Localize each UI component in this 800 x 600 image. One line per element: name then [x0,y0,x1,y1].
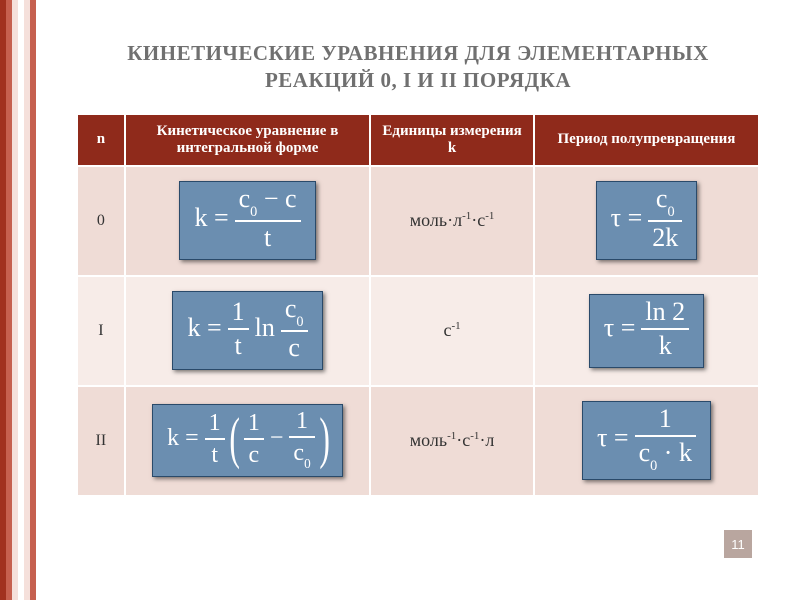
order-cell: 0 [77,166,125,276]
units-cell: с-1 [370,276,534,386]
units-cell: моль·л-1·с-1 [370,166,534,276]
equation-cell: k =1tlnc0c [125,276,371,386]
formula-box: k =1t(1c−1c0) [152,404,343,477]
table-body: 0 k =c0 − ct моль·л-1·с-1 τ =c02k I k =1… [77,166,759,496]
col-header-equation: Кинетическое уравнение в интегральной фо… [125,114,371,166]
equation-cell: k =1t(1c−1c0) [125,386,371,496]
kinetics-table: n Кинетическое уравнение в интегральной … [76,113,760,497]
formula-box: τ =1c0 · k [582,401,711,479]
col-header-halflife: Период полупревращения [534,114,759,166]
table-row: II k =1t(1c−1c0) моль-1·с-1·л τ =1c0 · k [77,386,759,496]
table-row: 0 k =c0 − ct моль·л-1·с-1 τ =c02k [77,166,759,276]
order-cell: II [77,386,125,496]
table-row: I k =1tlnc0c с-1 τ =ln 2k [77,276,759,386]
left-accent-rail [0,0,36,600]
table-header-row: n Кинетическое уравнение в интегральной … [77,114,759,166]
col-header-units: Единицы измерения k [370,114,534,166]
formula-box: k =c0 − ct [179,181,315,259]
page-number: 11 [724,530,752,558]
halflife-cell: τ =c02k [534,166,759,276]
formula-box: k =1tlnc0c [172,291,322,369]
halflife-cell: τ =ln 2k [534,276,759,386]
order-cell: I [77,276,125,386]
halflife-cell: τ =1c0 · k [534,386,759,496]
equation-cell: k =c0 − ct [125,166,371,276]
slide-body: КИНЕТИЧЕСКИЕ УРАВНЕНИЯ ДЛЯ ЭЛЕМЕНТАРНЫХ … [36,0,800,600]
formula-box: τ =c02k [596,181,698,259]
formula-box: τ =ln 2k [589,294,704,368]
slide-title: КИНЕТИЧЕСКИЕ УРАВНЕНИЯ ДЛЯ ЭЛЕМЕНТАРНЫХ … [76,40,760,95]
col-header-order: n [77,114,125,166]
units-cell: моль-1·с-1·л [370,386,534,496]
